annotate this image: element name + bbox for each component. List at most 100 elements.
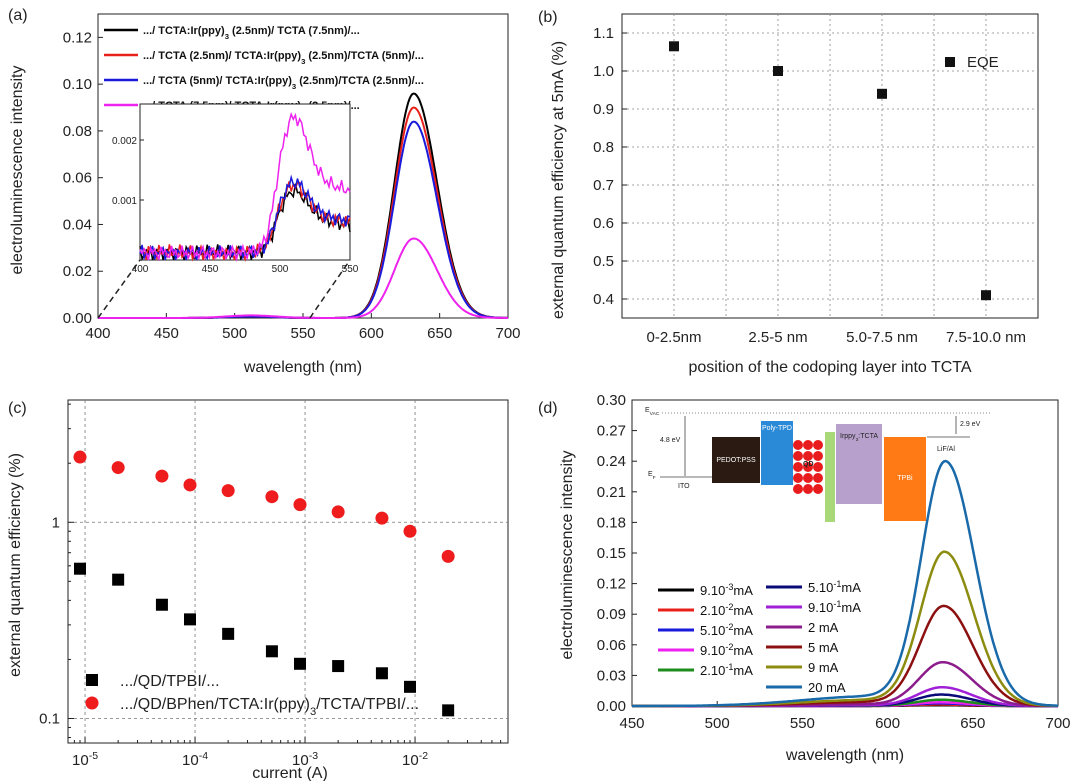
series-line-a-3 bbox=[98, 237, 508, 319]
y-tick-label-a: 0.12 bbox=[63, 29, 92, 46]
tpbi-block bbox=[884, 437, 926, 521]
x-tick-label-a: 550 bbox=[290, 325, 315, 342]
legend-label-d-0-part: mA bbox=[733, 583, 753, 598]
data-point-c-0 bbox=[222, 627, 235, 640]
x-tick-label-c-part: -3 bbox=[309, 750, 318, 762]
gap-label-3: 2.9 eV bbox=[960, 421, 981, 428]
legend-marker-b bbox=[945, 57, 955, 67]
y-tick-label-d: 0.15 bbox=[597, 545, 626, 562]
legend-label-a-2: .../ TCTA (5nm)/ TCTA:Ir(ppy)3 (2.5nm)/T… bbox=[143, 75, 424, 91]
zoom-line-right bbox=[309, 259, 351, 319]
data-point-c-1 bbox=[221, 484, 235, 498]
qd-dot bbox=[813, 440, 823, 450]
chart-panel-a: 400 450 500 550 600 650 700 0.00 0.02 0.04 0.06 0.0… bbox=[9, 13, 521, 376]
legend-label-d-3: 9.10-2mA bbox=[700, 642, 753, 658]
x-tick-label-c: 10-4 bbox=[182, 750, 208, 769]
legend-marker-c-1 bbox=[85, 696, 99, 710]
pedot-block bbox=[712, 437, 760, 483]
legend-label-d-9-part: mA bbox=[815, 660, 838, 675]
legend-label-c-0: .../QD/TPBI/... bbox=[120, 673, 220, 690]
x-tick-label-a: 650 bbox=[427, 325, 452, 342]
y-tick-label-d: 0.30 bbox=[597, 392, 626, 409]
y-tick-label-d: 0.00 bbox=[597, 698, 626, 715]
data-point-b-3 bbox=[981, 290, 991, 301]
qd-dot bbox=[793, 440, 803, 450]
legend-label-c-1-part: .../QD/BPhen/TCTA:Ir(ppy) bbox=[120, 696, 310, 713]
legend-label-a-1-part: (2.5nm)/TCTA (5nm)/... bbox=[305, 50, 424, 62]
panel-label-b: (b) bbox=[538, 9, 558, 26]
x-tick-label-c-part: 10 bbox=[182, 752, 199, 769]
qd-dot bbox=[803, 462, 813, 472]
qd-dot bbox=[803, 451, 813, 461]
legend-marker-c-0 bbox=[86, 674, 98, 686]
y-tick-label-a: 0.08 bbox=[63, 123, 92, 140]
y-tick-label-b: 0.4 bbox=[593, 291, 614, 308]
qd-dot bbox=[803, 484, 813, 494]
data-point-c-0 bbox=[265, 645, 278, 658]
bphen-block bbox=[825, 432, 835, 522]
legend-label-d-0: 9.10-3mA bbox=[700, 582, 753, 598]
data-point-c-1 bbox=[293, 498, 307, 512]
legend-label-a-0-part: 3 bbox=[225, 32, 229, 41]
y-tick-label-d: 0.12 bbox=[597, 576, 626, 593]
legend-label-d-6-part: mA bbox=[841, 600, 861, 615]
evac-label-part: E bbox=[645, 407, 650, 414]
legend-label-d-8-part: 5 bbox=[808, 640, 815, 655]
legend-label-d-4: 2.10-1mA bbox=[700, 662, 753, 678]
legend-label-a-2-part: .../ TCTA (5nm)/ TCTA:Ir(ppy) bbox=[143, 75, 292, 87]
legend-label-d-1-part: 2.10 bbox=[700, 603, 725, 618]
data-point-c-1 bbox=[111, 461, 125, 475]
qd-dot bbox=[793, 451, 803, 461]
qd-dot bbox=[793, 473, 803, 483]
legend-label-d-7-part: mA bbox=[815, 620, 838, 635]
legend-label-d-2-part: 5.10 bbox=[700, 623, 725, 638]
irppy-block bbox=[836, 424, 882, 504]
legend-label-d-4-part: 2.10 bbox=[700, 663, 725, 678]
legend-label-a-0-part: (2.5nm)/ TCTA (7.5nm)/... bbox=[229, 25, 360, 37]
legend-label-d-5-part: 5.10 bbox=[808, 580, 833, 595]
x-tick-label-a: 400 bbox=[85, 325, 110, 342]
inset-y-tick-label: 0.001 bbox=[112, 196, 137, 207]
qd-dot bbox=[813, 462, 823, 472]
legend-label-a-2-part: 3 bbox=[292, 82, 296, 91]
inset-x-tick-label: 450 bbox=[202, 264, 219, 275]
legend-label-d-4-part: mA bbox=[733, 663, 753, 678]
x-tick-label-d: 600 bbox=[875, 715, 900, 732]
tpbi-label: TPBi bbox=[897, 475, 913, 482]
y-tick-label-a: 0.00 bbox=[63, 310, 92, 327]
x-tick-label-c-part: -5 bbox=[89, 750, 98, 762]
qd-dot bbox=[793, 462, 803, 472]
legend-label-d-6-part: 9.10 bbox=[808, 600, 833, 615]
legend-label-d-2-part: -2 bbox=[725, 622, 733, 632]
evac-label: EVAC bbox=[645, 407, 660, 417]
y-tick-label-b: 0.8 bbox=[593, 139, 614, 156]
qd-dot bbox=[813, 484, 823, 494]
zoom-line-left bbox=[97, 259, 141, 319]
legend-label-d-5-part: mA bbox=[841, 580, 861, 595]
x-tick-label-c-part: -4 bbox=[199, 750, 208, 762]
y-tick-label-b: 1.1 bbox=[593, 25, 614, 42]
chart-panel-d: 450 500 550 600 650 700 0.00 0.03 0.06 0.09 0.12 0.… bbox=[559, 392, 1071, 764]
x-tick-label-d: 500 bbox=[705, 715, 730, 732]
polytpd-label: Poly-TPD bbox=[762, 425, 792, 432]
x-tick-label-b: 7.5-10.0 nm bbox=[946, 329, 1026, 346]
ef-label-part: F bbox=[653, 475, 656, 481]
data-point-c-0 bbox=[112, 573, 125, 586]
data-point-c-0 bbox=[442, 704, 455, 717]
legend-label-a-1-part: .../ TCTA (2.5nm)/ TCTA:Ir(ppy) bbox=[143, 50, 301, 62]
legend-label-d-9-part: 9 bbox=[808, 660, 815, 675]
irppy-label: Irppy3:TCTA bbox=[840, 433, 878, 443]
legend-label-c-1-part: /TCTA/TPBI/... bbox=[316, 696, 419, 713]
legend-label-d-0-part: -3 bbox=[725, 582, 733, 592]
legend-label-d-5-part: -1 bbox=[833, 579, 841, 589]
x-tick-label-c: 10-5 bbox=[72, 750, 98, 769]
legend-label-d-3-part: -2 bbox=[725, 642, 733, 652]
legend-label-d-5: 5.10-1mA bbox=[808, 579, 861, 595]
data-point-c-0 bbox=[74, 562, 87, 575]
legend-label-b: EQE bbox=[967, 54, 999, 71]
legend-label-d-7-part: 2 bbox=[808, 620, 815, 635]
x-tick-label-d: 650 bbox=[960, 715, 985, 732]
legend-label-d-0-part: 9.10 bbox=[700, 583, 725, 598]
data-point-c-0 bbox=[375, 667, 388, 680]
